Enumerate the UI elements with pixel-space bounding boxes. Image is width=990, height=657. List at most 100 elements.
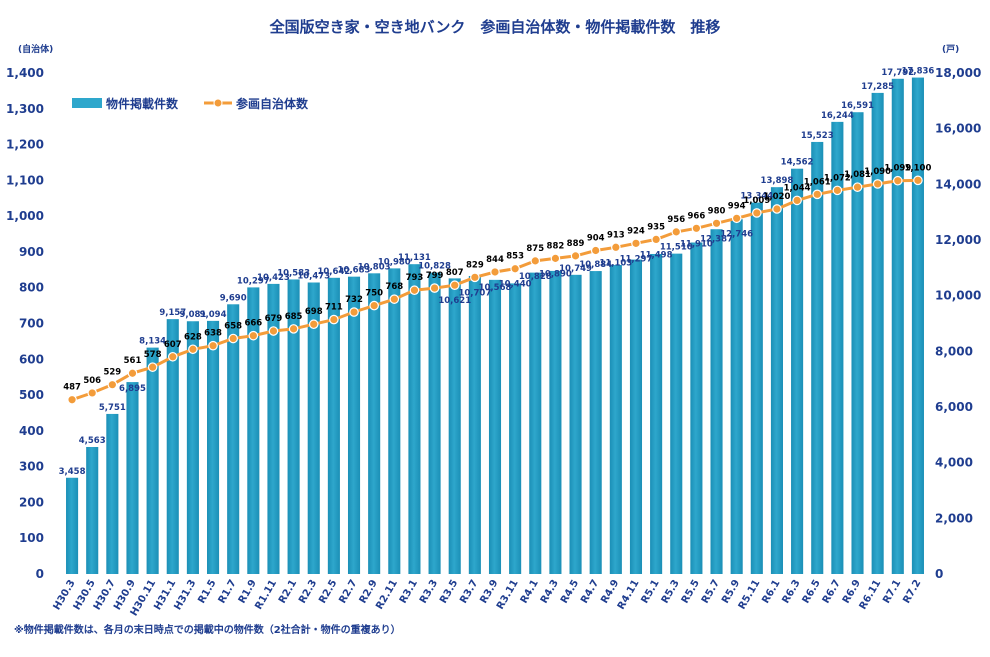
bar bbox=[710, 229, 723, 574]
line-value-label: 1,044 bbox=[784, 183, 811, 193]
x-tick-label: R2.5 bbox=[317, 578, 339, 606]
x-tick-label: R6.3 bbox=[780, 578, 802, 606]
line-value-label: 638 bbox=[204, 329, 222, 339]
bar bbox=[66, 477, 79, 574]
x-tick-label: R5.1 bbox=[639, 578, 661, 606]
line-series bbox=[67, 175, 923, 405]
x-tick-label: R5.5 bbox=[680, 578, 702, 606]
bar-value-label: 10,828 bbox=[418, 262, 451, 272]
bar-value-label: 11,498 bbox=[640, 250, 673, 260]
line-value-label: 768 bbox=[385, 282, 403, 292]
line-value-label: 807 bbox=[446, 268, 464, 278]
bar bbox=[146, 347, 159, 574]
bar-value-label: 13,898 bbox=[761, 176, 794, 186]
line-point bbox=[127, 368, 138, 379]
bar bbox=[166, 319, 179, 574]
x-tick-label: R2.7 bbox=[337, 578, 359, 606]
bar bbox=[589, 271, 602, 574]
line-point bbox=[208, 340, 218, 351]
bar-value-label: 9,081 bbox=[179, 310, 206, 320]
line-value-label: 904 bbox=[587, 233, 605, 243]
left-tick-label: 0 bbox=[36, 567, 44, 581]
left-tick-label: 1,400 bbox=[6, 66, 44, 80]
line-point bbox=[550, 253, 561, 264]
left-tick-label: 700 bbox=[19, 317, 44, 331]
bar-value-label: 16,591 bbox=[841, 101, 874, 111]
legend-line-marker bbox=[213, 98, 223, 108]
bar bbox=[831, 121, 844, 574]
x-tick-label: R7.1 bbox=[881, 578, 903, 606]
bar bbox=[488, 279, 502, 574]
line-value-label: 844 bbox=[486, 255, 504, 265]
bar bbox=[327, 277, 340, 574]
right-tick-label: 2,000 bbox=[935, 511, 973, 525]
line-value-label: 1,061 bbox=[804, 177, 831, 187]
bar-value-label: 11,297 bbox=[620, 254, 653, 264]
line-value-label: 750 bbox=[365, 289, 383, 299]
bar bbox=[811, 141, 824, 574]
line-point bbox=[852, 182, 863, 192]
line-point bbox=[389, 294, 400, 304]
bar-value-label: 10,473 bbox=[297, 272, 330, 282]
line-value-label: 889 bbox=[567, 239, 585, 249]
line-point bbox=[651, 234, 661, 245]
right-axis-ticks: 0 2,000 4,000 6,000 8,000 10,000 12,000 14,000 1… bbox=[935, 66, 981, 581]
bar-value-label: 17,836 bbox=[902, 67, 935, 77]
line-point bbox=[147, 362, 158, 372]
right-tick-label: 10,000 bbox=[935, 289, 981, 303]
bar bbox=[629, 259, 643, 574]
line-point bbox=[611, 242, 621, 253]
bar bbox=[106, 413, 119, 574]
footnote: ※物件掲載件数は、各月の末日時点での掲載中の物件数（2社合計・物件の重複あり） bbox=[14, 623, 401, 636]
bar bbox=[690, 242, 703, 574]
bar bbox=[388, 268, 401, 574]
bar-value-label: 9,157 bbox=[159, 308, 186, 318]
bar-value-label: 10,890 bbox=[539, 269, 572, 279]
bar-value-label: 10,749 bbox=[559, 264, 592, 274]
x-tick-label: R2.3 bbox=[297, 578, 319, 606]
line-point bbox=[470, 272, 480, 283]
line-value-label: 658 bbox=[224, 322, 242, 332]
left-tick-label: 300 bbox=[19, 460, 44, 474]
line-value-label: 793 bbox=[406, 273, 424, 283]
x-tick-label: R5.3 bbox=[660, 578, 682, 606]
line-point bbox=[792, 195, 802, 206]
line-point bbox=[570, 251, 581, 261]
bar bbox=[750, 202, 763, 575]
line-point bbox=[812, 189, 823, 200]
bar-value-label: 15,523 bbox=[801, 131, 834, 141]
bar-value-label: 10,583 bbox=[277, 268, 310, 278]
bar-value-label: 10,423 bbox=[257, 273, 290, 283]
bar-value-label: 17,285 bbox=[861, 82, 894, 92]
line-point bbox=[913, 175, 923, 186]
x-tick-label: R2.1 bbox=[277, 578, 299, 606]
line-point bbox=[530, 256, 541, 266]
line-value-label: 829 bbox=[466, 260, 484, 270]
bar bbox=[468, 275, 481, 574]
right-tick-label: 4,000 bbox=[935, 456, 973, 470]
line-point bbox=[490, 267, 500, 277]
line-point bbox=[510, 263, 520, 274]
line-point bbox=[590, 245, 601, 256]
line-point bbox=[631, 238, 641, 249]
bar-value-label: 12,746 bbox=[720, 229, 753, 239]
bar-value-label: 10,828 bbox=[519, 272, 552, 282]
line-point bbox=[288, 324, 299, 334]
left-tick-label: 1,000 bbox=[6, 209, 44, 223]
line-value-label: 935 bbox=[647, 222, 665, 232]
bar bbox=[126, 382, 139, 574]
bar-value-label: 13,344 bbox=[740, 192, 773, 202]
line-value-label: 924 bbox=[627, 226, 645, 236]
bar bbox=[509, 283, 522, 574]
x-tick-label: R1.7 bbox=[217, 578, 239, 606]
bar-value-label: 10,642 bbox=[317, 267, 350, 277]
bar-value-label: 12,387 bbox=[700, 234, 733, 244]
line-value-label: 529 bbox=[103, 368, 121, 378]
bar-value-label: 4,563 bbox=[79, 436, 106, 446]
x-tick-label: R6.5 bbox=[801, 578, 823, 606]
line-value-label: 875 bbox=[526, 244, 544, 254]
bar bbox=[368, 273, 381, 574]
line-value-label: 698 bbox=[305, 307, 323, 317]
bar-value-label: 10,683 bbox=[338, 266, 371, 276]
